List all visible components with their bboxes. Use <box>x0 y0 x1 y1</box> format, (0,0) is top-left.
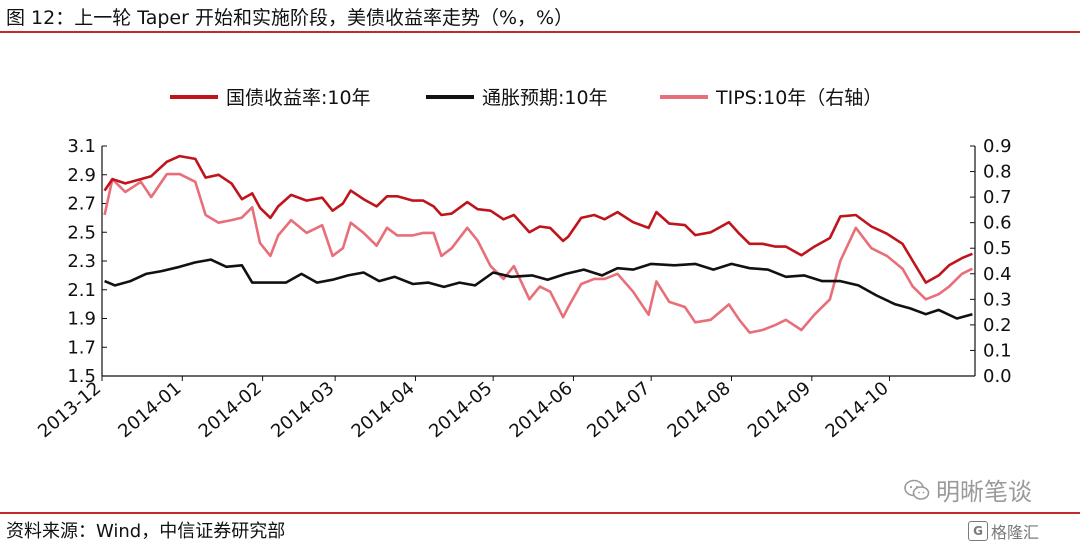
y-left-tick-label: 2.5 <box>67 222 96 243</box>
brand-logo: G 格隆汇 <box>968 519 1039 543</box>
y-left-tick-label: 2.9 <box>67 165 96 186</box>
y-right-tick-label: 0.1 <box>983 340 1012 361</box>
brand-logo-icon: G <box>968 521 988 541</box>
y-left-tick-label: 1.9 <box>67 309 96 330</box>
y-right-tick-label: 0.0 <box>983 366 1012 387</box>
y-right-tick-label: 0.2 <box>983 315 1012 336</box>
y-left-tick-label: 2.3 <box>67 251 96 272</box>
x-tick-label: 2014-02 <box>195 378 266 442</box>
y-right-tick-label: 0.7 <box>983 187 1012 208</box>
x-tick-label: 2013-12 <box>34 378 105 442</box>
x-tick-label: 2014-06 <box>506 378 577 442</box>
source-note: 资料来源：Wind，中信证券研究部 <box>6 521 286 542</box>
y-left-tick-label: 1.7 <box>67 337 96 358</box>
chart-series <box>103 154 973 334</box>
legend-item-bond-yield-label: 国债收益率:10年 <box>226 87 371 109</box>
x-tick-label: 2014-08 <box>664 378 735 442</box>
y-right-tick-label: 0.9 <box>983 136 1012 157</box>
title-rule <box>0 31 1080 33</box>
chart-canvas: 国债收益率:10年 通胀预期:10年 TIPS:10年（右轴） 1.5 1.7 1.9 2… <box>34 87 1012 442</box>
x-tick-label: 2014-03 <box>267 378 338 442</box>
series-line <box>103 172 973 334</box>
x-tick-label: 2014-09 <box>744 378 815 442</box>
x-tick-label: 2014-07 <box>583 378 654 442</box>
y-right-tick-label: 0.5 <box>983 238 1012 259</box>
x-tick-label: 2014-01 <box>114 378 185 442</box>
y-right-tick-label: 0.3 <box>983 289 1012 310</box>
y-left-tick-label: 1.5 <box>67 366 96 387</box>
y-left-tick-label: 3.1 <box>67 136 96 157</box>
legend-item-tips-label: TIPS:10年（右轴） <box>715 87 882 109</box>
brand-name: 格隆汇 <box>991 523 1040 542</box>
x-tick-label: 2014-04 <box>348 378 419 442</box>
wechat-icon <box>904 479 930 500</box>
source-rule <box>0 512 1080 514</box>
y-right-tick-label: 0.4 <box>983 264 1012 285</box>
y-right-tick-label: 0.6 <box>983 213 1012 234</box>
figure-title: 图 12：上一轮 Taper 开始和实施阶段，美债收益率走势（%，%） <box>6 7 574 29</box>
x-tick-label: 2014-05 <box>425 378 496 442</box>
y-left-tick-label: 2.1 <box>67 280 96 301</box>
series-line <box>104 258 973 320</box>
watermark: 明晰笔谈 <box>904 472 1032 507</box>
series-line <box>103 154 973 284</box>
x-tick-label: 2014-10 <box>822 378 893 442</box>
legend-item-inflation-label: 通胀预期:10年 <box>482 87 608 109</box>
y-left-tick-label: 2.7 <box>67 194 96 215</box>
legend: 国债收益率:10年 通胀预期:10年 TIPS:10年（右轴） <box>170 87 882 109</box>
watermark-text: 明晰笔谈 <box>936 478 1032 506</box>
y-right-tick-label: 0.8 <box>983 162 1012 183</box>
